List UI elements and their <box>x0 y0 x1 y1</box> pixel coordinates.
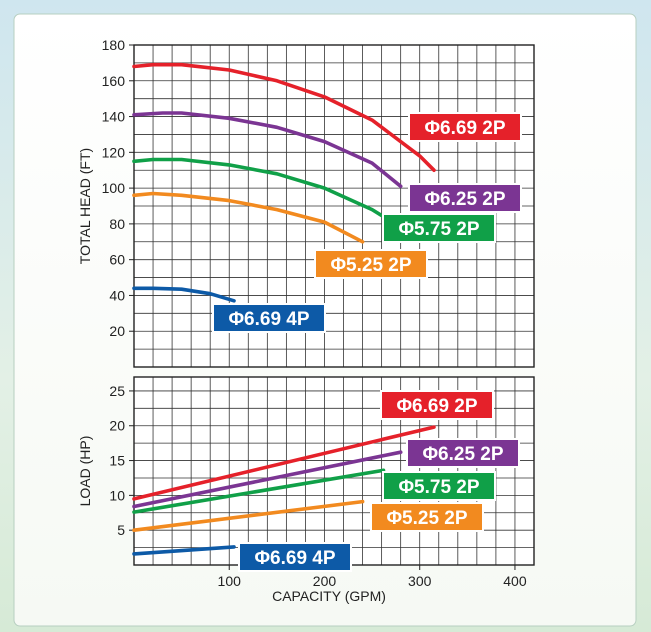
y-tick-label: 15 <box>109 453 125 469</box>
series-label-text: Φ6.69 2P <box>424 118 505 139</box>
series-line-2 <box>132 468 386 514</box>
y-tick-label: 80 <box>109 216 125 232</box>
series-label-text: Φ6.69 4P <box>254 548 335 569</box>
series-label-bg <box>384 215 494 241</box>
load-chart: 5 10 15 20 25 100 200 300 400 LOAD (HP) CAPACITY (… <box>77 376 535 604</box>
y-tick-label: 20 <box>109 323 125 339</box>
series-label-0: Φ6.69 2P <box>380 390 494 420</box>
series-line-2 <box>132 157 386 219</box>
series-label-bg <box>214 305 324 331</box>
series-label-text: Φ6.25 2P <box>422 444 503 465</box>
x-axis-label: CAPACITY (GPM) <box>272 588 386 604</box>
series-line-1 <box>132 111 403 189</box>
series-label-4: Φ6.69 4P <box>238 542 352 572</box>
x-tick-label: 200 <box>313 573 337 589</box>
series-label-bg <box>408 440 518 466</box>
head-chart: 20 40 60 80 100 120 140 160 180 TOTAL HEAD (FT) Φ6… <box>77 37 535 368</box>
plot-frame <box>133 44 535 368</box>
series-label-bg <box>316 251 426 277</box>
x-tick-label: 300 <box>408 573 432 589</box>
y-tick-label: 60 <box>109 252 125 268</box>
series-label-text: Φ5.75 2P <box>398 219 479 240</box>
y-tick-label: 40 <box>109 287 125 303</box>
series-label-text: Φ6.69 4P <box>228 309 309 330</box>
series-label-1: Φ6.25 2P <box>406 438 520 468</box>
series-label-text: Φ5.25 2P <box>330 255 411 276</box>
series-line-0 <box>132 62 436 172</box>
series-label-bg <box>382 392 492 418</box>
y-tick-label: 140 <box>102 109 126 125</box>
series-line-3 <box>132 499 365 533</box>
series-label-bg <box>240 544 350 570</box>
series-line-4 <box>132 545 236 556</box>
y-tick-label: 5 <box>117 522 125 538</box>
series-label-3: Φ5.25 2P <box>370 502 484 532</box>
y-tick-label: 180 <box>102 37 126 53</box>
y-tick-label: 20 <box>109 418 125 434</box>
series-label-text: Φ5.25 2P <box>386 508 467 529</box>
series-label-4: Φ6.69 4P <box>212 303 326 333</box>
x-tick-label: 100 <box>218 573 242 589</box>
series-label-bg <box>410 185 520 211</box>
y-tick-label: 160 <box>102 73 126 89</box>
series-label-bg <box>372 504 482 530</box>
y-tick-label: 100 <box>102 180 126 196</box>
series-label-2: Φ5.75 2P <box>382 471 496 501</box>
series-label-text: Φ6.69 2P <box>396 396 477 417</box>
series-line-3 <box>132 191 365 244</box>
x-tick-label: 400 <box>503 573 527 589</box>
series-line-4 <box>132 286 236 303</box>
y-tick-label: 120 <box>102 144 126 160</box>
series-line-1 <box>132 450 403 509</box>
y-axis-label: LOAD (HP) <box>77 436 93 507</box>
series-label-bg <box>410 114 520 140</box>
series-label-text: Φ5.75 2P <box>398 477 479 498</box>
series-line-0 <box>132 425 436 501</box>
series-label-3: Φ5.25 2P <box>314 249 428 279</box>
y-tick-label: 25 <box>109 383 125 399</box>
series-label-1: Φ6.25 2P <box>408 183 522 213</box>
series-label-bg <box>384 473 494 499</box>
series-label-text: Φ6.25 2P <box>424 189 505 210</box>
series-label-0: Φ6.69 2P <box>408 112 522 142</box>
y-axis-label: TOTAL HEAD (FT) <box>77 148 93 264</box>
series-label-2: Φ5.75 2P <box>382 213 496 243</box>
y-tick-label: 10 <box>109 487 125 503</box>
